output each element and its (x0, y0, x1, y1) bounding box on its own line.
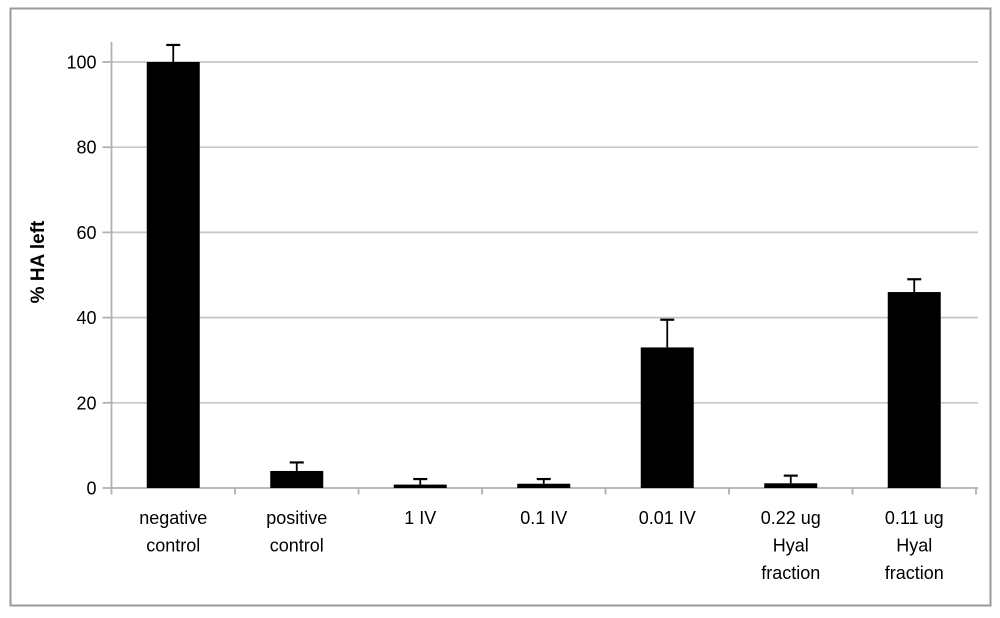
bar-3 (517, 483, 571, 488)
axis-layer (102, 42, 978, 495)
error-bars-layer (166, 43, 922, 485)
chart-outer-border (9, 7, 992, 607)
category-label-5: 0.22 ug Hyal fraction (761, 508, 821, 583)
y-tick-label-40: 40 (76, 308, 96, 328)
category-label-1: positive control (266, 508, 327, 556)
bar-5 (764, 483, 818, 488)
category-label-6: 0.11 ug Hyal fraction (885, 508, 944, 583)
bar-2 (393, 484, 447, 488)
labels-layer: 0 20 40 60 80 100 negative control positive contr… (66, 53, 943, 584)
bar-4 (640, 347, 694, 488)
category-label-2: 1 IV (404, 508, 436, 528)
y-tick-label-100: 100 (66, 53, 96, 73)
y-tick-label-20: 20 (76, 393, 96, 413)
category-label-0: negative control (139, 508, 207, 556)
y-tick-label-60: 60 (76, 223, 96, 243)
category-label-4: 0.01 IV (639, 508, 696, 528)
category-label-3: 0.1 IV (520, 508, 567, 528)
y-tick-label-80: 80 (76, 138, 96, 158)
bar-0 (146, 62, 200, 488)
chart-border-layer (9, 7, 992, 607)
bar-6 (887, 292, 941, 488)
bar-1 (270, 470, 324, 488)
y-tick-label-0: 0 (86, 479, 96, 499)
y-axis-title: % HA left (28, 220, 49, 303)
gridline-layer (111, 61, 978, 404)
bars-layer (146, 62, 941, 488)
